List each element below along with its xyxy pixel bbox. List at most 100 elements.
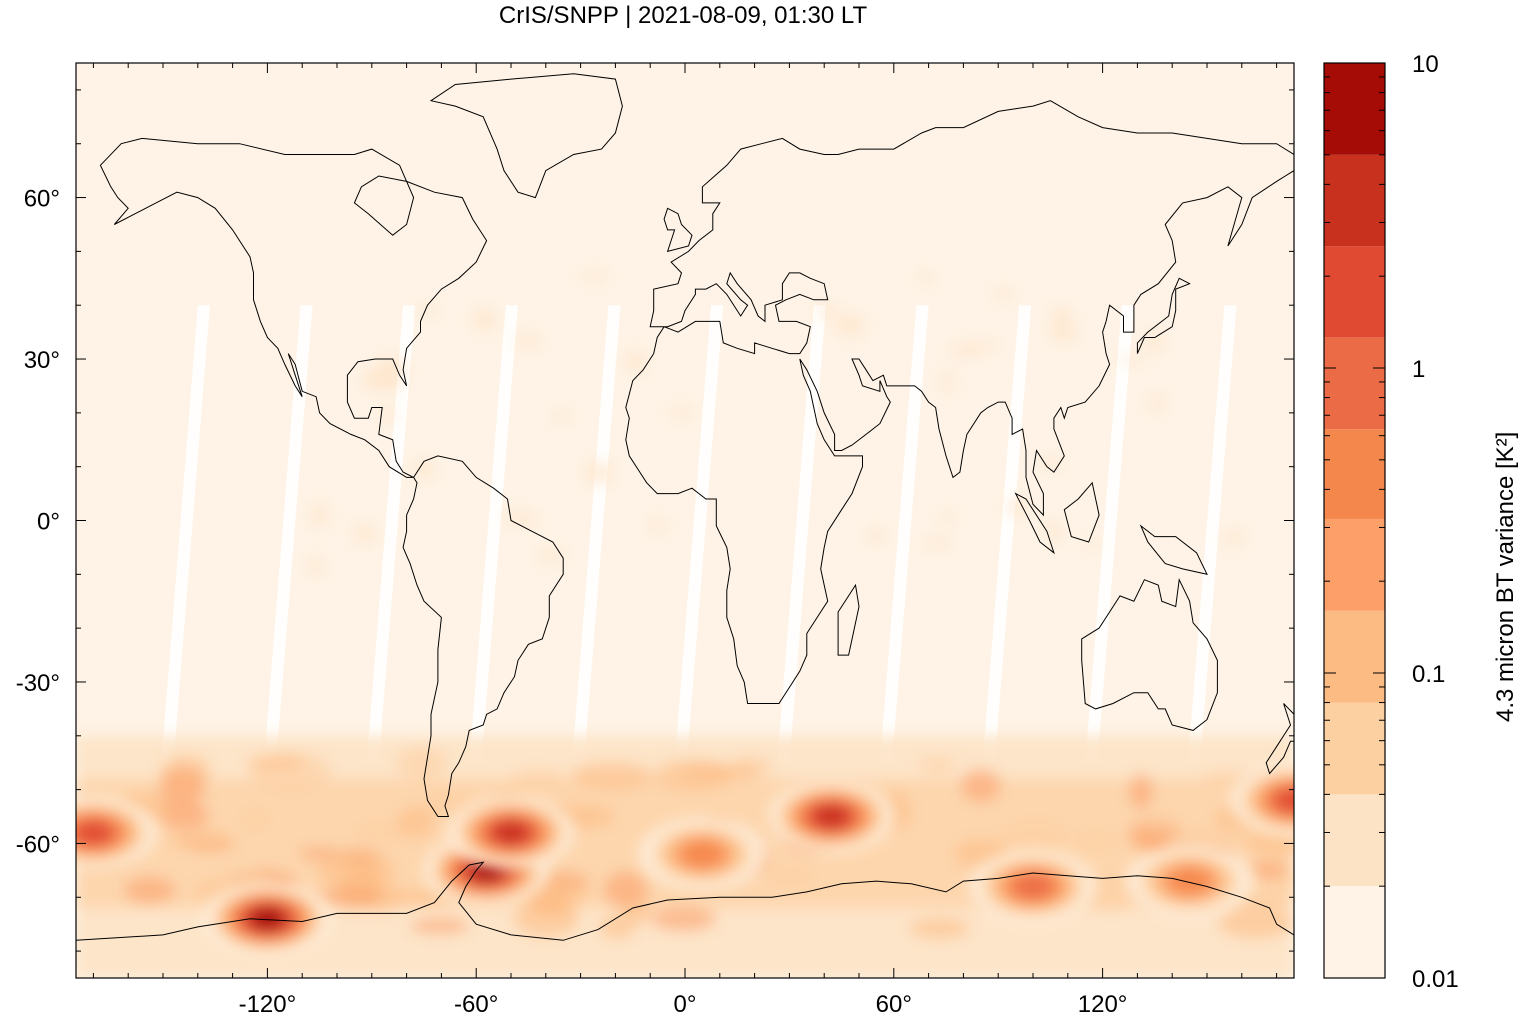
orbit-gap <box>1085 305 1134 763</box>
speckle <box>669 407 694 418</box>
coastline-japan <box>1136 277 1191 354</box>
orbit-gap <box>879 305 929 763</box>
y-tick-label: 30° <box>24 347 60 374</box>
variance-texture <box>511 768 567 788</box>
variance-texture <box>317 851 395 891</box>
variance-texture <box>599 915 635 940</box>
orbit-gap <box>1187 305 1237 763</box>
variance-texture <box>918 757 957 773</box>
high-variance-spot <box>204 882 331 955</box>
coastline-uk <box>663 207 693 253</box>
colorbar-label: 4.3 micron BT variance [K²] <box>1492 431 1519 722</box>
variance-texture <box>909 917 970 940</box>
variance-texture <box>353 821 409 843</box>
variance-texture <box>245 755 308 771</box>
variance-texture <box>651 906 716 932</box>
x-tick-label: -120° <box>239 991 297 1018</box>
speckle <box>537 549 565 562</box>
variance-contour <box>814 805 848 828</box>
colorbar-border <box>1323 62 1386 979</box>
variance-contour <box>1276 789 1294 812</box>
variance-texture <box>960 768 1002 803</box>
speckle <box>967 342 1000 351</box>
variance-texture <box>239 808 271 830</box>
speckle <box>1222 529 1245 545</box>
speckle <box>352 524 377 544</box>
speckle <box>584 460 614 485</box>
speckle <box>834 314 866 337</box>
colorbar-segment <box>1324 886 1385 978</box>
colorbar-segment <box>1324 63 1385 155</box>
variance-texture <box>1072 830 1123 851</box>
orbit-gap <box>469 305 518 763</box>
variance-contour <box>1014 874 1052 899</box>
orbit-gap <box>366 305 416 763</box>
variance-texture <box>1202 770 1248 786</box>
northern-speckle <box>307 271 1245 576</box>
variance-texture <box>396 805 435 839</box>
axes: -120° -60° 0° 60° 120° 60° 30° 0° -30° -60° <box>16 63 1294 1018</box>
colorbar: 10 1 0.1 0.01 <box>1323 51 1459 993</box>
coastline-greenland <box>429 73 623 199</box>
colorbar-segment <box>1324 702 1385 795</box>
speckle <box>1118 355 1145 364</box>
speckle <box>307 558 324 576</box>
variance-contour <box>251 908 284 930</box>
colorbar-segment <box>1324 246 1385 338</box>
variance-texture <box>708 763 761 780</box>
colorbar-tick-label: 0.1 <box>1412 661 1445 688</box>
orbit-gap <box>777 305 826 763</box>
speckle <box>551 411 571 422</box>
high-variance-spot <box>1231 764 1294 837</box>
speckle <box>376 356 409 381</box>
coastlines <box>76 73 1294 941</box>
speckle <box>940 371 954 393</box>
orbit-gap <box>674 305 724 763</box>
coastline-antarctica <box>76 861 1294 941</box>
high-variance-spot <box>970 850 1096 923</box>
variance-texture <box>1138 812 1178 832</box>
coastline-borneo <box>1063 481 1100 543</box>
speckle <box>924 538 952 549</box>
variance-texture <box>317 888 383 906</box>
y-tick-label: 60° <box>24 186 60 213</box>
variance-texture <box>1128 773 1153 810</box>
y-tick-label: 0° <box>37 509 60 536</box>
colorbar-tick-label: 10 <box>1412 51 1439 78</box>
variance-contour <box>76 821 112 844</box>
high-variance-spot <box>1126 845 1253 918</box>
speckle <box>1143 330 1164 353</box>
speckle <box>919 271 934 284</box>
speckle <box>522 515 538 526</box>
coastline-indonesia-sumatra <box>1014 492 1055 555</box>
orbit-gap <box>571 305 621 763</box>
orbit-gaps <box>161 305 1294 763</box>
colorbar-segment <box>1324 337 1385 430</box>
speckle <box>867 528 885 544</box>
coastline-new-zealand <box>1265 703 1294 775</box>
high-variance-spot <box>448 796 574 869</box>
colorbar-segment <box>1324 518 1385 611</box>
speckle <box>991 289 1017 298</box>
variance-contour <box>681 841 724 868</box>
coastline-australia <box>1081 577 1218 731</box>
y-tick-label: -60° <box>16 831 60 858</box>
variance-texture <box>571 761 654 790</box>
speckle <box>471 308 498 331</box>
coastline-madagascar <box>837 583 860 656</box>
colorbar-segment <box>1324 610 1385 703</box>
variance-texture <box>158 768 206 806</box>
speckle <box>579 272 611 281</box>
speckle <box>310 503 329 528</box>
colorbar-segment <box>1324 794 1385 887</box>
variance-texture <box>390 890 455 905</box>
variance-texture <box>1000 819 1067 854</box>
high-variance-regions <box>76 764 1294 955</box>
x-tick-label: -60° <box>454 991 498 1018</box>
speckle <box>1041 458 1061 471</box>
high-variance-spot <box>768 780 895 853</box>
chart-title: CrIS/SNPP | 2021-08-09, 01:30 LT <box>498 2 868 29</box>
orbit-gap <box>161 305 210 763</box>
variance-texture <box>763 869 818 884</box>
